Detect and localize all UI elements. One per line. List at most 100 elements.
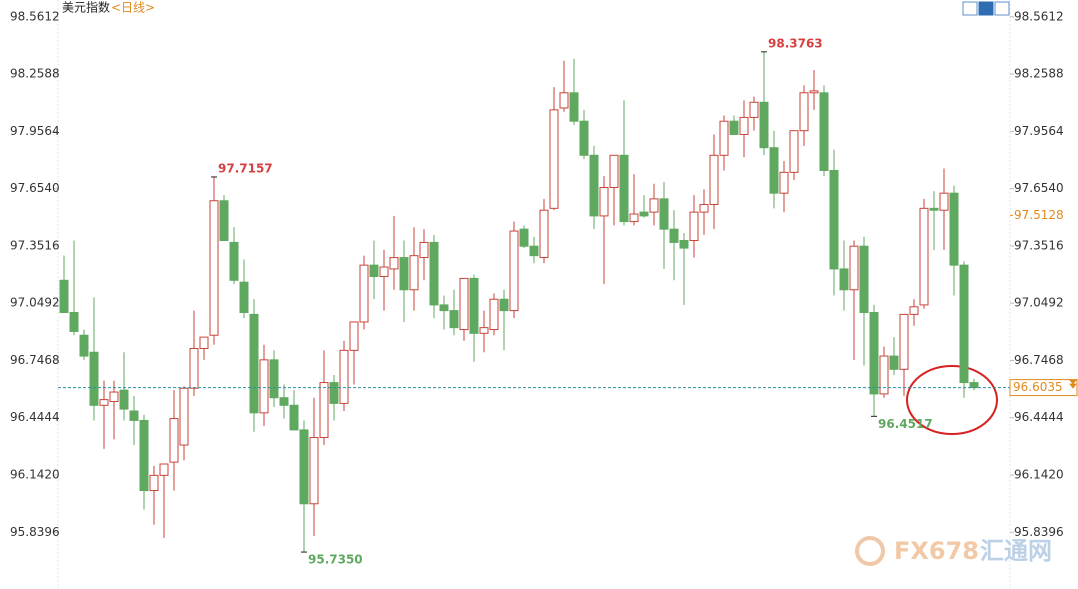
- candle-body: [519, 228, 529, 247]
- candle-body: [269, 359, 279, 399]
- candle-body: [529, 245, 539, 257]
- candle-body: [159, 463, 169, 476]
- y2-tick-label: 97.6540: [1014, 181, 1064, 195]
- candle-body: [559, 92, 569, 109]
- candle-body: [799, 92, 809, 132]
- candle-body: [439, 304, 449, 312]
- chart-subtitle: <日线>: [111, 1, 155, 15]
- candle-body: [669, 228, 679, 243]
- candle-body: [689, 211, 699, 242]
- low-annotation: 95.7350: [308, 553, 363, 567]
- y-tick-label: 98.2588: [10, 67, 60, 81]
- y2-tick-label: 96.1420: [1014, 467, 1064, 481]
- candle-body: [279, 397, 289, 406]
- candle-body: [299, 429, 309, 505]
- candle-body: [829, 169, 839, 270]
- low-annotation: 96.4517: [878, 417, 933, 431]
- y-tick-label: 96.1420: [10, 467, 60, 481]
- candle-body: [619, 154, 629, 223]
- candle-body: [59, 279, 69, 313]
- y2-tick-label: 96.7468: [1014, 353, 1064, 367]
- candle-body: [149, 474, 159, 492]
- candle-body: [729, 120, 739, 135]
- highlight-circle: [906, 365, 998, 435]
- candle-body: [429, 241, 439, 306]
- y2-tick-label: 97.0492: [1014, 296, 1064, 310]
- candle-body: [239, 281, 249, 313]
- candle-body: [649, 198, 659, 213]
- candle-body: [859, 245, 869, 313]
- y2-tick-label: 96.4444: [1014, 410, 1064, 424]
- candle-body: [349, 321, 359, 351]
- candle-body: [509, 230, 519, 312]
- tool-button[interactable]: [994, 1, 1010, 16]
- candle-body: [929, 207, 939, 211]
- y2-tick-label: 97.3516: [1014, 238, 1064, 252]
- candle-body: [469, 277, 479, 334]
- tool-button[interactable]: [978, 1, 994, 16]
- candle-body: [179, 387, 189, 446]
- candle-body: [309, 436, 319, 505]
- toolbar[interactable]: [962, 1, 1010, 16]
- candle-body: [399, 257, 409, 291]
- candle-body: [449, 310, 459, 329]
- candle-body: [579, 120, 589, 156]
- candle-body: [849, 245, 859, 291]
- candle-body: [169, 418, 179, 463]
- candle-body: [389, 257, 399, 270]
- candle-body: [909, 306, 919, 315]
- y2-tick-label: 98.5612: [1014, 9, 1064, 23]
- candle-body: [779, 171, 789, 194]
- candle-body: [379, 266, 389, 278]
- candle-body: [959, 264, 969, 384]
- candle-body: [639, 211, 649, 217]
- candle-body: [919, 207, 929, 306]
- candle-body: [679, 240, 689, 249]
- y-tick-label: 97.3516: [10, 238, 60, 252]
- watermark-text: FX678: [894, 537, 979, 565]
- candle-body: [359, 264, 369, 323]
- chart-title: 美元指数: [62, 0, 110, 15]
- candle-body: [969, 382, 979, 389]
- y-tick-label: 98.5612: [10, 9, 60, 23]
- watermark-text: 汇通网: [980, 537, 1052, 565]
- candle-body: [599, 186, 609, 217]
- candle-body: [199, 336, 209, 349]
- candle-body: [479, 327, 489, 334]
- high-annotation: 97.7157: [218, 161, 273, 175]
- candle-body: [589, 154, 599, 217]
- last-price-label: 96.6035: [1013, 380, 1063, 394]
- candle-body: [369, 264, 379, 278]
- candle-body: [489, 298, 499, 331]
- candle-body: [319, 382, 329, 438]
- y-tick-label: 96.7468: [10, 353, 60, 367]
- y-tick-label: 96.4444: [10, 410, 60, 424]
- y-tick-label: 97.6540: [10, 181, 60, 195]
- candle-body: [569, 92, 579, 122]
- y2-tick-label: 97.9564: [1014, 124, 1064, 138]
- candle-body: [869, 311, 879, 395]
- candle-body: [789, 130, 799, 173]
- y-tick-label: 95.8396: [10, 525, 60, 539]
- candle-body: [839, 268, 849, 291]
- candle-body: [539, 209, 549, 259]
- candle-body: [809, 90, 819, 94]
- candle-body: [879, 355, 889, 395]
- candle-body: [899, 313, 909, 370]
- candle-body: [99, 399, 109, 406]
- candle-body: [119, 389, 129, 410]
- candle-body: [419, 241, 429, 259]
- watermark-logo: [855, 536, 885, 566]
- candle-body: [79, 334, 89, 357]
- last-price-box: [1009, 379, 1078, 397]
- tool-button[interactable]: [962, 1, 978, 16]
- candle-body: [249, 313, 259, 414]
- y2-tick-label: 95.8396: [1014, 525, 1064, 539]
- candle-body: [109, 391, 119, 403]
- candle-body: [69, 311, 79, 332]
- candle-body: [659, 198, 669, 230]
- y2-tick-label: 98.2588: [1014, 67, 1064, 81]
- candle-body: [289, 404, 299, 431]
- candle-body: [769, 147, 779, 194]
